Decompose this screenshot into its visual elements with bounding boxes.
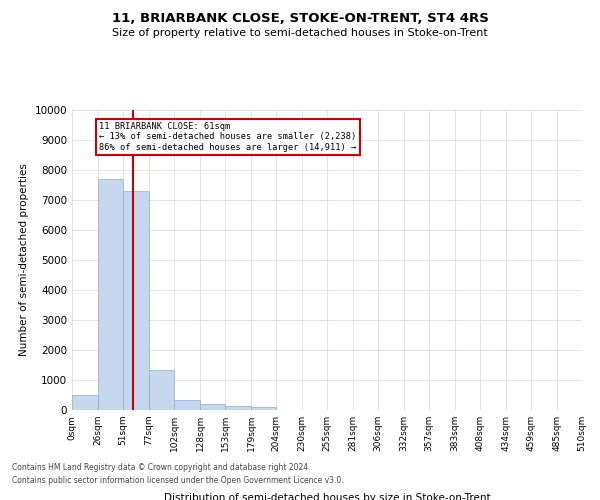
- Bar: [174, 400, 200, 410]
- Bar: [200, 404, 225, 410]
- Bar: [251, 407, 276, 410]
- Text: Contains HM Land Registry data © Crown copyright and database right 2024.: Contains HM Land Registry data © Crown c…: [12, 464, 311, 472]
- Bar: [72, 395, 98, 410]
- Text: 11, BRIARBANK CLOSE, STOKE-ON-TRENT, ST4 4RS: 11, BRIARBANK CLOSE, STOKE-ON-TRENT, ST4…: [112, 12, 488, 26]
- Y-axis label: Number of semi-detached properties: Number of semi-detached properties: [19, 164, 29, 356]
- Bar: [225, 406, 251, 410]
- Text: Contains public sector information licensed under the Open Government Licence v3: Contains public sector information licen…: [12, 476, 344, 485]
- X-axis label: Distribution of semi-detached houses by size in Stoke-on-Trent: Distribution of semi-detached houses by …: [164, 493, 490, 500]
- Bar: [149, 370, 174, 410]
- Bar: [98, 179, 123, 410]
- Text: Size of property relative to semi-detached houses in Stoke-on-Trent: Size of property relative to semi-detach…: [112, 28, 488, 38]
- Bar: [123, 191, 149, 410]
- Text: 11 BRIARBANK CLOSE: 61sqm
← 13% of semi-detached houses are smaller (2,238)
86% : 11 BRIARBANK CLOSE: 61sqm ← 13% of semi-…: [99, 122, 356, 152]
